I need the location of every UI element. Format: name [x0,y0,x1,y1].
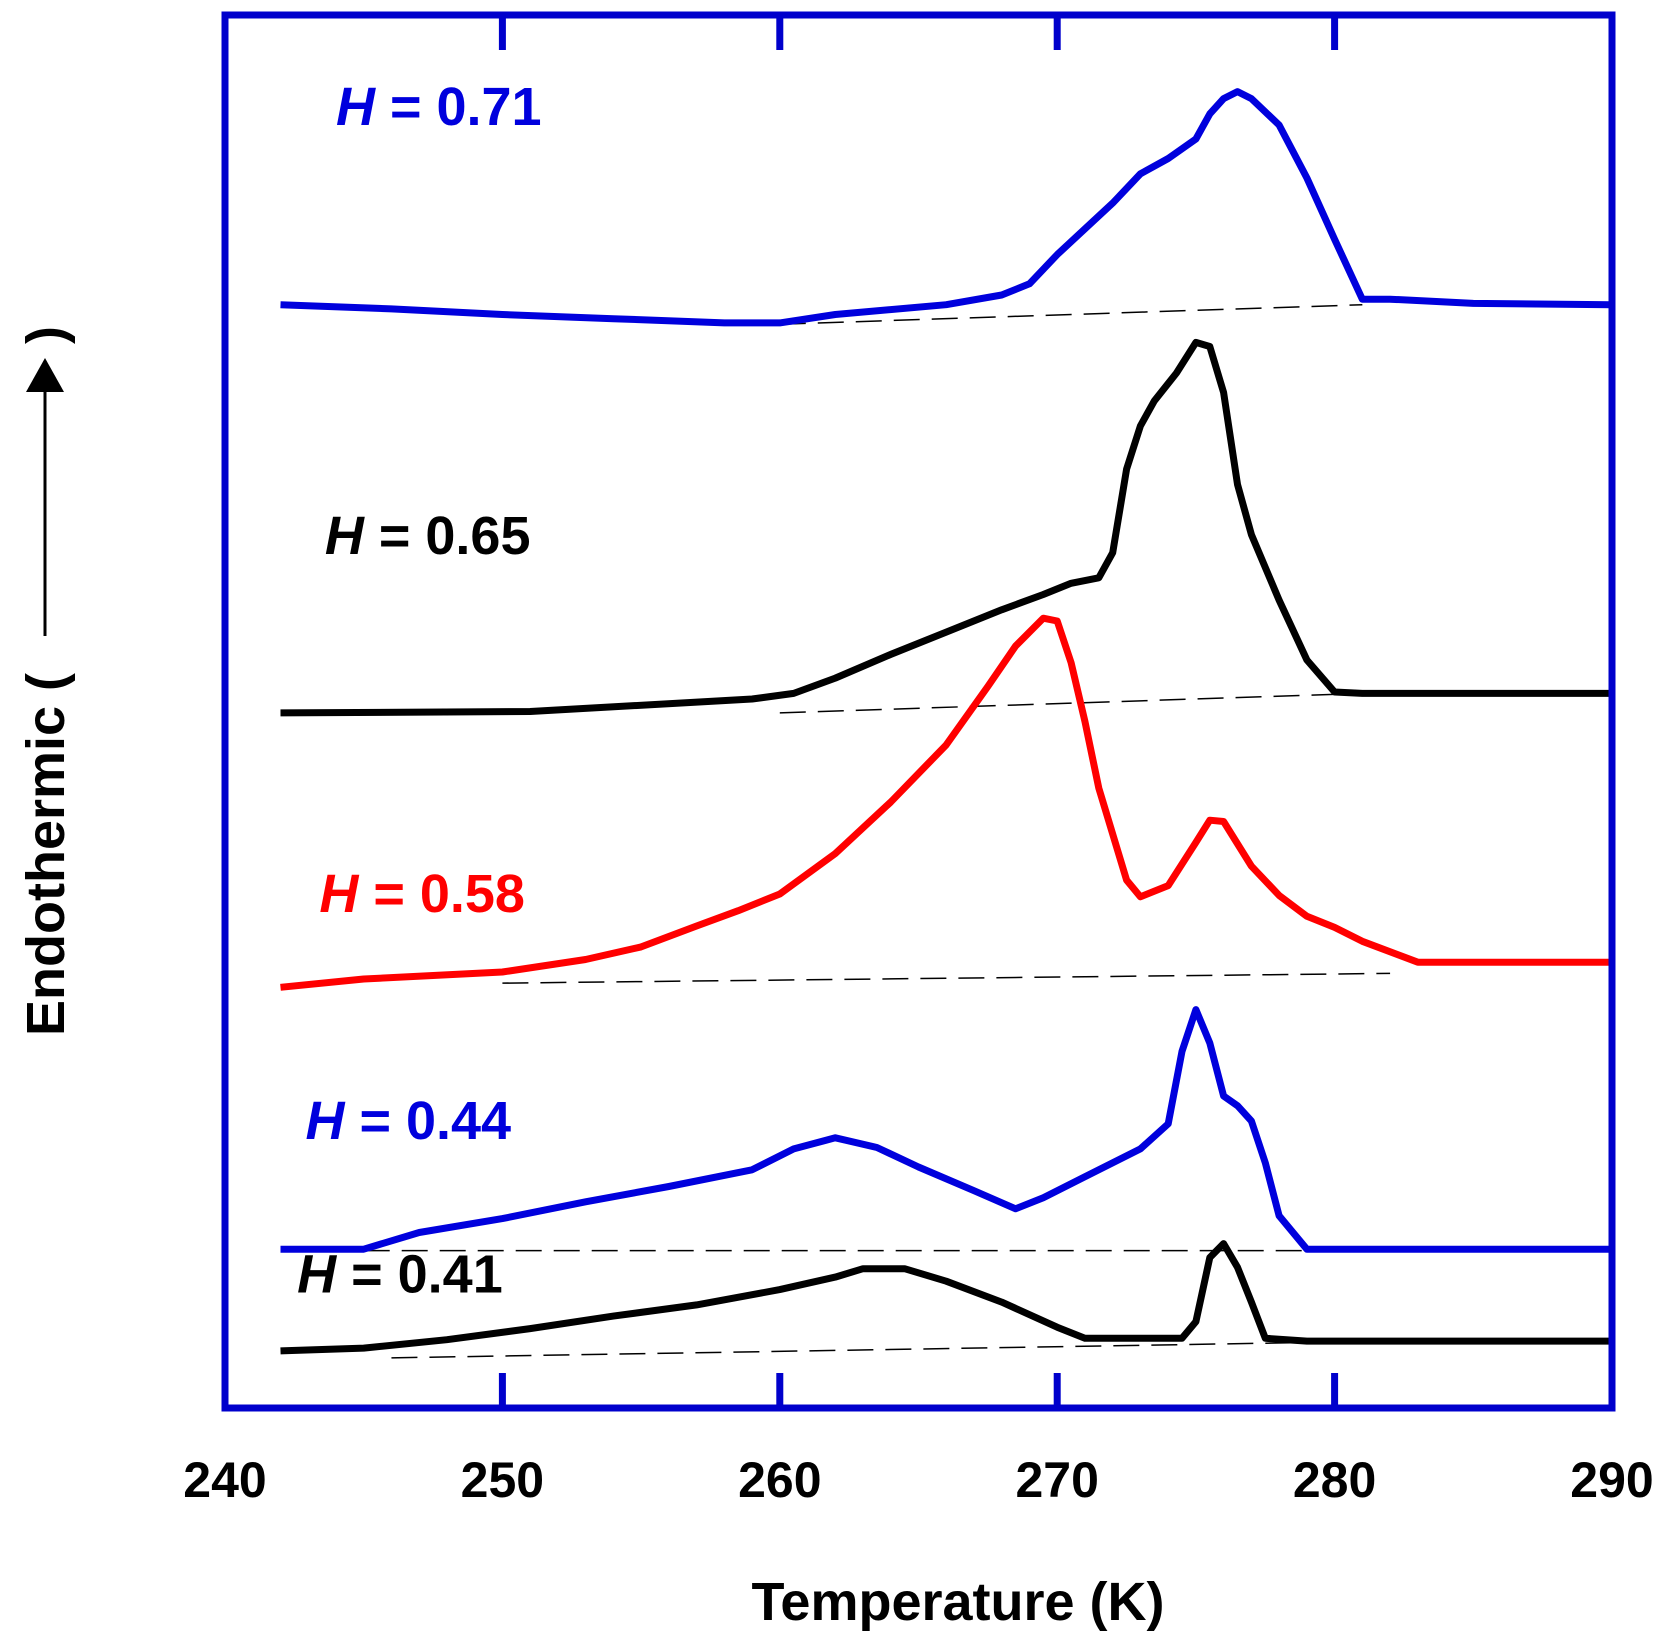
series-lines [280,88,1613,1355]
x-tick-label-2: 260 [738,1452,821,1508]
series-label-3: H = 0.44 [305,1091,511,1151]
arrow-up-icon: ) [16,326,76,636]
svg-text:): ) [16,326,76,344]
x-tick-label-0: 240 [183,1452,266,1508]
y-axis-title: Endothermic ( ) [16,326,76,1036]
series-label-variable: H [319,864,359,924]
baselines [363,303,1391,1359]
x-tick-label-1: 250 [461,1452,544,1508]
series-label-value: = 0.71 [375,77,542,137]
baseline-2 [502,972,1391,984]
plot-frame [221,11,1616,1412]
baseline-0 [779,303,1363,325]
y-axis-title-text: Endothermic ( [16,673,76,1036]
series-label-value: = 0.41 [336,1244,503,1304]
series-line-4 [280,1240,1612,1355]
series-line-0 [280,88,1613,327]
series-line-3 [280,1006,1612,1253]
series-label-1: H = 0.65 [325,506,531,566]
x-axis-title: Temperature (K) [751,1572,1164,1632]
series-label-variable: H [336,77,376,137]
x-tick-label-3: 270 [1015,1452,1098,1508]
series-label-value: = 0.65 [364,506,531,566]
series-label-0: H = 0.71 [336,77,542,137]
series-labels: H = 0.71H = 0.65H = 0.58H = 0.44H = 0.41 [297,77,541,1304]
series-label-variable: H [305,1091,345,1151]
series-label-value: = 0.44 [344,1091,511,1151]
x-tick-labels: 240 250 260 270 280 290 [183,1452,1653,1508]
baseline-4 [391,1341,1307,1359]
series-label-variable: H [325,506,365,566]
series-label-4: H = 0.41 [297,1244,503,1304]
baseline-1 [779,692,1363,714]
series-label-2: H = 0.58 [319,864,525,924]
x-tick-label-5: 290 [1570,1452,1653,1508]
x-tick-label-4: 280 [1293,1452,1376,1508]
series-label-variable: H [297,1244,337,1304]
series-line-2 [280,614,1612,991]
series-line-1 [280,338,1612,717]
series-label-value: = 0.58 [358,864,525,924]
